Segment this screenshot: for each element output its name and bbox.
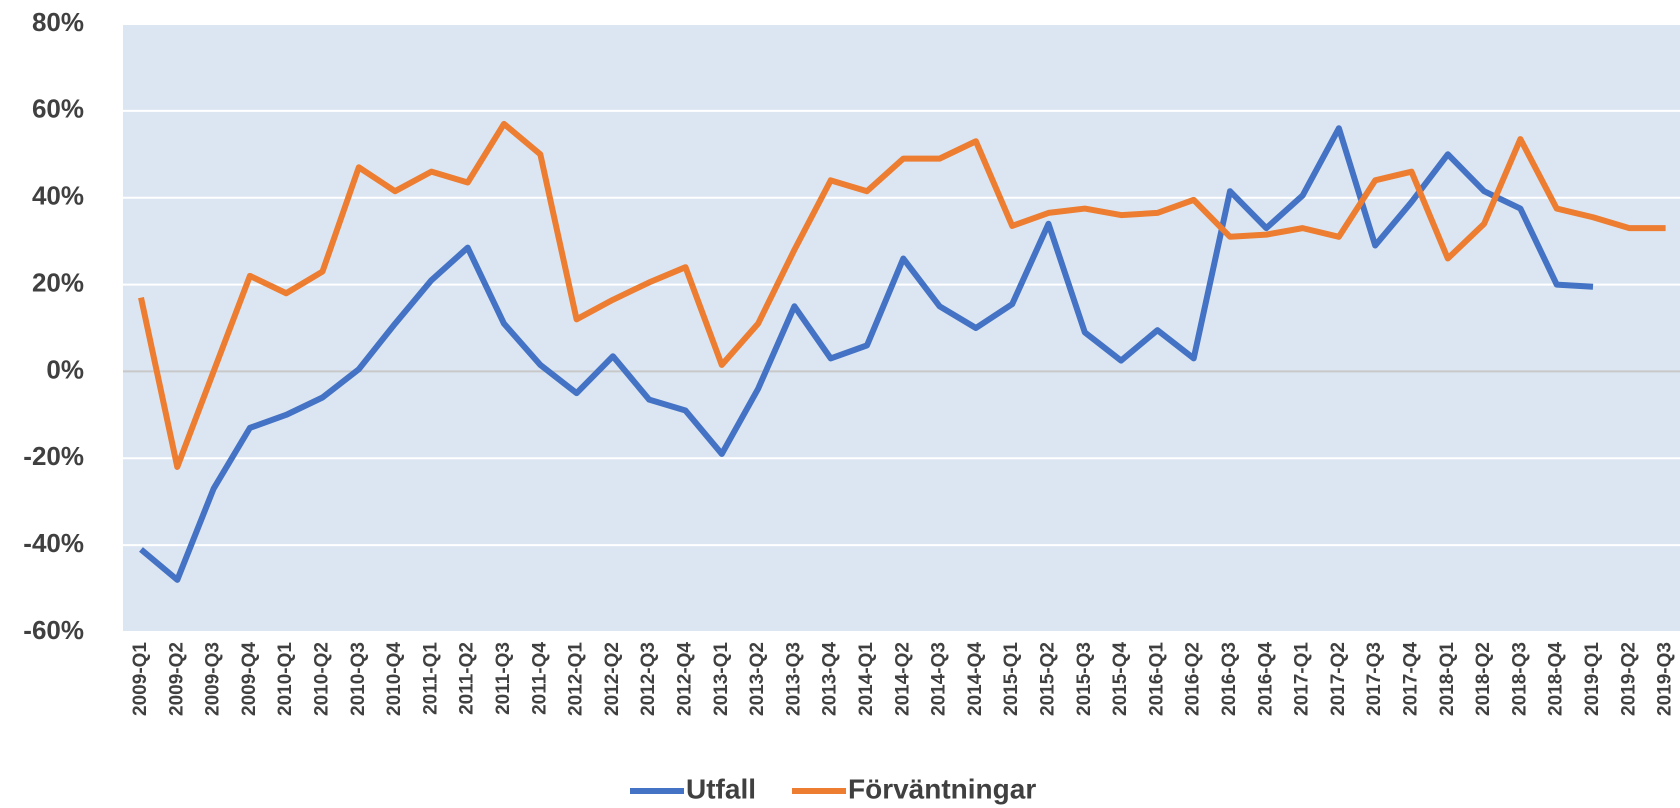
- x-tick-label: 2012-Q1: [566, 642, 587, 716]
- x-tick-label: 2018-Q3: [1509, 642, 1530, 716]
- x-tick-label: 2013-Q4: [820, 642, 841, 716]
- x-tick-label: 2018-Q2: [1473, 642, 1494, 716]
- y-tick-label: -40%: [23, 528, 84, 558]
- x-tick-label: 2011-Q1: [420, 642, 441, 715]
- x-tick-label: 2010-Q2: [312, 642, 333, 716]
- y-tick-label: 20%: [32, 267, 84, 297]
- x-tick-label: 2015-Q1: [1001, 642, 1022, 716]
- x-tick-label: 2014-Q3: [929, 642, 950, 716]
- x-tick-label: 2017-Q2: [1328, 642, 1349, 716]
- x-tick-label: 2017-Q3: [1364, 642, 1385, 716]
- y-tick-label: -20%: [23, 441, 84, 471]
- x-tick-label: 2011-Q4: [529, 642, 550, 715]
- x-tick-label: 2019-Q1: [1582, 642, 1603, 716]
- line-series: [138, 120, 1666, 470]
- x-tick-label: 2019-Q2: [1618, 642, 1639, 716]
- x-tick-label: 2012-Q4: [675, 642, 696, 716]
- x-tick-label: 2015-Q2: [1038, 642, 1059, 716]
- x-tick-label: 2010-Q4: [384, 642, 405, 716]
- line-series: [139, 125, 1594, 583]
- x-tick-label: 2015-Q3: [1074, 642, 1095, 716]
- x-tick-label: 2009-Q1: [130, 642, 151, 716]
- x-tick-label: 2016-Q1: [1146, 642, 1167, 716]
- x-tick-label: 2010-Q3: [348, 642, 369, 716]
- x-tick-label: 2017-Q4: [1401, 642, 1422, 716]
- x-tick-label: 2011-Q3: [493, 642, 514, 715]
- x-tick-label: 2018-Q1: [1437, 642, 1458, 716]
- y-tick-label: 60%: [32, 94, 84, 124]
- y-tick-label: -60%: [23, 615, 84, 645]
- y-tick-label: 80%: [32, 7, 84, 37]
- x-tick-label: 2014-Q2: [892, 642, 913, 716]
- x-tick-label: 2014-Q4: [965, 642, 986, 716]
- y-tick-label: 0%: [46, 354, 84, 384]
- x-tick-label: 2012-Q2: [602, 642, 623, 716]
- x-tick-label: 2015-Q4: [1110, 642, 1131, 716]
- y-tick-label: 40%: [32, 181, 84, 211]
- x-tick-label: 2013-Q1: [711, 642, 732, 716]
- legend-label: Förväntningar: [848, 773, 1036, 804]
- legend-label: Utfall: [686, 773, 756, 804]
- x-tick-label: 2016-Q2: [1183, 642, 1204, 716]
- x-tick-label: 2016-Q3: [1219, 642, 1240, 716]
- x-tick-label: 2010-Q1: [275, 642, 296, 716]
- x-tick-label: 2018-Q4: [1546, 642, 1567, 716]
- x-tick-label: 2013-Q2: [747, 642, 768, 716]
- x-tick-label: 2019-Q3: [1655, 642, 1676, 716]
- x-tick-label: 2014-Q1: [856, 642, 877, 716]
- x-tick-label: 2011-Q2: [457, 642, 478, 715]
- x-tick-label: 2009-Q4: [239, 642, 260, 716]
- x-tick-label: 2009-Q3: [203, 642, 224, 716]
- x-tick-label: 2009-Q2: [166, 642, 187, 716]
- x-tick-label: 2017-Q1: [1292, 642, 1313, 716]
- x-tick-label: 2013-Q3: [783, 642, 804, 716]
- x-tick-label: 2016-Q4: [1255, 642, 1276, 716]
- x-tick-label: 2012-Q3: [638, 642, 659, 716]
- plot-area: [123, 24, 1680, 632]
